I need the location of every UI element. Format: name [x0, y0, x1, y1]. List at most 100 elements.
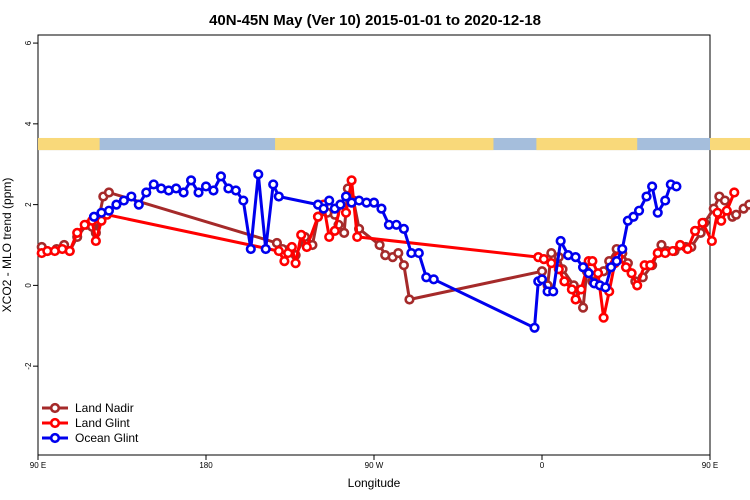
data-point: [617, 243, 628, 255]
data-point: [339, 227, 350, 238]
legend-label: Ocean Glint: [75, 431, 139, 445]
data-point: [376, 203, 387, 214]
data-point: [260, 243, 271, 255]
y-axis-label: XCO2 - MLO trend (ppm): [0, 178, 14, 313]
land-band: [536, 137, 638, 151]
data-point: [171, 183, 182, 194]
data-point: [141, 187, 152, 198]
data-point: [555, 235, 566, 247]
data-point: [103, 187, 115, 198]
x-tick-label: 90 E: [702, 461, 718, 470]
data-point: [667, 245, 678, 257]
data-point: [193, 187, 204, 198]
data-point: [368, 197, 380, 208]
data-point: [656, 239, 667, 251]
plot-area: [37, 34, 711, 456]
data-point: [577, 262, 589, 273]
data-point: [335, 199, 346, 210]
data-point: [536, 266, 548, 277]
data-point: [633, 205, 645, 216]
land-band: [38, 137, 100, 151]
data-point: [301, 241, 312, 253]
data-point: [340, 207, 352, 218]
data-point: [587, 256, 598, 267]
data-point: [592, 268, 604, 279]
y-tick-label: 0: [24, 283, 33, 288]
data-point: [652, 207, 663, 218]
data-point: [398, 223, 409, 234]
data-point: [404, 294, 415, 305]
data-point: [393, 247, 404, 259]
data-point: [712, 207, 723, 218]
data-point: [296, 229, 307, 241]
data-point: [340, 191, 352, 202]
data-point: [546, 258, 557, 269]
data-point: [577, 302, 589, 313]
data-point: [626, 268, 637, 279]
data-point: [72, 227, 83, 238]
data-point: [391, 219, 402, 230]
data-point: [675, 239, 686, 251]
legend-swatch-marker: [49, 402, 61, 414]
data-point: [546, 247, 557, 259]
y-axis: -2 0 2 4 6: [24, 40, 38, 370]
data-point: [273, 191, 284, 202]
data-point: [398, 260, 409, 271]
legend-swatch-marker: [49, 432, 61, 444]
data-point: [600, 282, 611, 293]
data-point: [628, 211, 639, 222]
legend-swatch-marker: [49, 417, 61, 429]
data-point: [324, 195, 335, 206]
y-tick-label: 6: [24, 40, 33, 45]
series-line: [41, 178, 736, 320]
x-axis-label: Longitude: [348, 476, 401, 490]
data-point: [671, 181, 682, 192]
x-tick-label: 180: [199, 461, 213, 470]
data-point: [682, 243, 693, 255]
legend-label: Land Nadir: [75, 401, 134, 415]
series-ocean-glint: [88, 169, 682, 333]
data-point: [647, 181, 658, 192]
data-point: [598, 312, 609, 323]
x-tick-label: 90 W: [365, 461, 384, 470]
data-point: [611, 256, 622, 267]
data-point: [279, 256, 290, 267]
data-point: [208, 185, 219, 196]
data-point: [79, 219, 90, 230]
data-point: [245, 243, 256, 255]
data-point: [324, 231, 335, 243]
data-point: [548, 286, 559, 297]
data-point: [111, 199, 122, 210]
data-point: [148, 179, 159, 190]
data-point: [64, 245, 75, 257]
data-point: [566, 284, 577, 295]
data-point: [118, 195, 129, 206]
series-line: [40, 187, 750, 310]
data-point: [312, 211, 324, 222]
y-tick-label: 4: [24, 121, 33, 126]
data-point: [576, 284, 587, 295]
data-point: [428, 274, 439, 285]
data-point: [215, 171, 227, 182]
data-point: [536, 274, 548, 285]
y-tick-label: -2: [24, 362, 33, 370]
data-point: [729, 187, 740, 198]
data-point: [731, 209, 742, 220]
data-point: [133, 199, 144, 210]
data-point: [583, 268, 594, 279]
data-point: [716, 215, 727, 226]
data-point: [645, 260, 656, 271]
land-ocean-mask: [38, 137, 750, 151]
data-point: [719, 195, 731, 206]
data-point: [200, 181, 212, 192]
data-point: [90, 235, 101, 247]
data-point: [273, 245, 284, 257]
data-point: [538, 254, 549, 265]
data-point: [706, 235, 717, 247]
data-point: [103, 205, 115, 216]
data-point: [632, 280, 643, 291]
data-point: [529, 322, 540, 333]
land-band: [275, 137, 494, 151]
